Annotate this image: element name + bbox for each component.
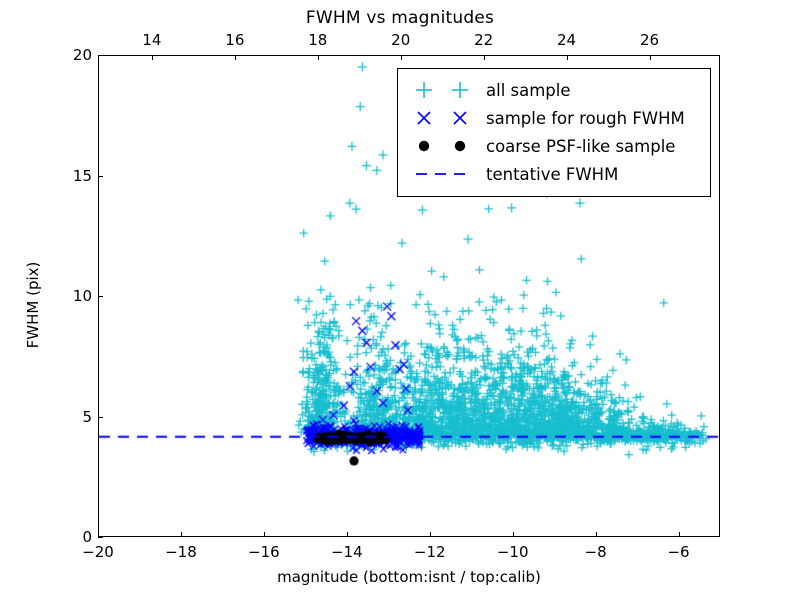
page-title: FWHM vs magnitudes: [305, 8, 495, 28]
y-tick-label: 0: [82, 528, 92, 546]
x-axis-label: magnitude (bottom:isnt / top:calib): [277, 568, 541, 586]
x-tick-mark: [678, 532, 680, 537]
y-tick-label: 5: [82, 407, 92, 426]
y-tick-label: 20: [72, 46, 92, 64]
x-top-tick-label: 20: [391, 31, 411, 49]
x-tick-mark: [263, 532, 266, 537]
x-top-tick-mark: [566, 55, 568, 60]
x-tick-mark: [180, 532, 183, 537]
y-tick-mark: [98, 416, 103, 418]
x-tick-mark: [512, 532, 514, 537]
x-top-tick-mark: [234, 55, 237, 60]
x-top-tick-label: 24: [557, 31, 577, 49]
x-tick-label: −18: [165, 543, 197, 561]
x-top-tick-label: 26: [639, 31, 660, 49]
x-top-tick-label: 14: [142, 31, 162, 49]
x-top-tick-label: 16: [225, 31, 245, 49]
x-top-tick-mark: [400, 55, 402, 60]
y-axis-label: FWHM (pix): [24, 261, 42, 349]
legend-item-tentative-fwhm: tentative FWHM: [408, 160, 700, 188]
x-tick-label: −8: [584, 543, 607, 561]
legend-item-all-sample: all sample: [408, 76, 700, 104]
y-tick-mark: [98, 537, 103, 539]
legend-label: sample for rough FWHM: [486, 108, 685, 128]
dashed-line-icon: [408, 162, 484, 186]
x-tick-mark: [346, 532, 348, 537]
x-top-tick-mark: [649, 55, 651, 60]
plus-marker-icon: [408, 78, 484, 102]
y-tick-mark: [98, 55, 103, 57]
x-tick-label: −14: [330, 543, 363, 561]
legend-label: all sample: [486, 80, 571, 100]
plot-area: all sample sample for rough FWHM: [98, 55, 720, 537]
x-marker-icon: [408, 106, 484, 130]
x-top-tick-mark: [483, 55, 485, 60]
legend-label: coarse PSF-like sample: [486, 136, 676, 156]
y-tick-mark: [98, 296, 103, 298]
x-tick-mark: [595, 532, 597, 537]
legend-item-coarse-psf: coarse PSF-like sample: [408, 132, 700, 160]
x-tick-label: −20: [82, 543, 114, 561]
legend: all sample sample for rough FWHM: [397, 68, 711, 197]
x-tick-label: −12: [413, 543, 446, 561]
x-tick-mark: [429, 532, 431, 537]
legend-item-rough-fwhm: sample for rough FWHM: [408, 104, 700, 132]
x-top-tick-label: 18: [308, 31, 328, 49]
y-tick-label: 10: [72, 287, 92, 305]
x-tick-label: −6: [667, 543, 690, 561]
x-tick-mark: [98, 532, 100, 537]
x-top-tick-label: 22: [474, 31, 494, 49]
x-top-tick-mark: [151, 55, 154, 60]
legend-label: tentative FWHM: [486, 164, 619, 184]
x-top-tick-mark: [317, 55, 319, 60]
x-tick-label: −10: [496, 543, 529, 561]
dot-marker-icon: [408, 134, 484, 158]
y-tick-mark: [98, 175, 103, 177]
x-tick-label: −16: [248, 543, 280, 561]
y-tick-label: 15: [72, 166, 92, 185]
